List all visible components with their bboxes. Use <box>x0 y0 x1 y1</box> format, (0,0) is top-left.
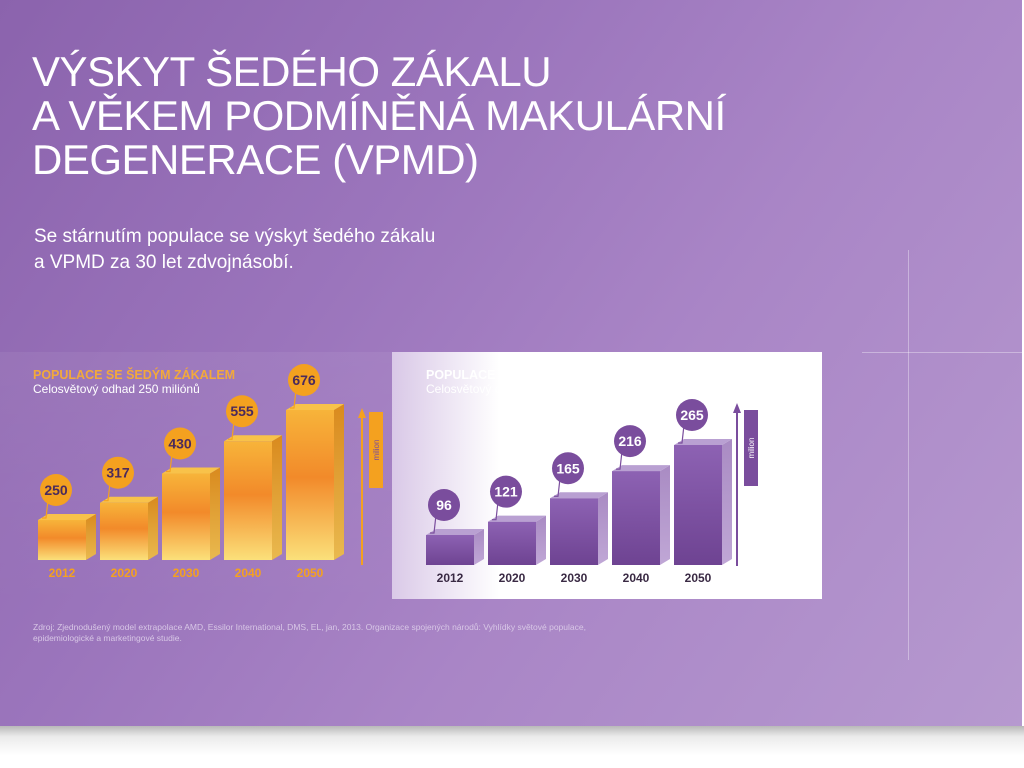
amd-bar-2012 <box>426 535 474 565</box>
amd-year-label-2030: 2030 <box>561 571 588 585</box>
amd-value-connector-2012 <box>430 514 437 534</box>
cataract-unit-label: milion <box>372 440 381 461</box>
cataract-bar-2020 <box>100 502 148 560</box>
amd-bar-top-2020 <box>488 515 546 522</box>
source-note: Zdroj: Zjednodušený model extrapolace AM… <box>33 622 653 644</box>
amd-year-label-2020: 2020 <box>499 571 526 585</box>
amd-bar-top-2012 <box>426 529 484 535</box>
amd-value-bubble-2040 <box>614 425 646 458</box>
amd-bar-side-2020 <box>536 515 546 565</box>
amd-value-connector-2040 <box>616 451 623 470</box>
amd-bar-side-2050 <box>722 439 732 565</box>
amd-bar-2020 <box>488 521 536 565</box>
cataract-axis-arrowhead <box>358 408 366 418</box>
amd-chart-subtitle: Celosvětový odhad 100 miliónů <box>426 382 593 396</box>
cataract-value-connector-2020 <box>104 482 111 502</box>
amd-value-bubble-2030 <box>552 452 584 485</box>
cataract-bar-2050 <box>286 410 334 560</box>
amd-value-connector-2020 <box>492 501 499 521</box>
source-line-2: epidemiologické a marketingové studie. <box>33 633 182 643</box>
cataract-value-label-2040: 555 <box>230 403 254 419</box>
page-subtitle: Se stárnutím populace se výskyt šedého z… <box>34 224 734 276</box>
amd-value-bubble-2012 <box>428 489 460 521</box>
cataract-bar-side-2030 <box>210 467 220 560</box>
cataract-chart-subtitle: Celosvětový odhad 250 miliónů <box>33 382 200 396</box>
cataract-value-connector-2012 <box>42 499 49 519</box>
cataract-bar-top-2040 <box>224 435 282 442</box>
cataract-value-connector-2040 <box>228 421 235 440</box>
cataract-value-bubble-2020 <box>102 456 134 489</box>
cataract-chart-title: POPULACE SE ŠEDÝM ZÁKALEM <box>33 368 236 382</box>
cataract-bar-side-2040 <box>272 435 282 560</box>
amd-value-bubble-2050 <box>676 399 708 431</box>
cataract-year-label-2012: 2012 <box>49 566 76 580</box>
cataract-bar-top-2030 <box>162 467 220 474</box>
amd-value-label-2040: 216 <box>618 433 642 449</box>
cataract-bar-2040 <box>224 441 272 560</box>
cataract-year-label-2020: 2020 <box>111 566 138 580</box>
amd-value-label-2050: 265 <box>680 407 704 423</box>
amd-year-label-2012: 2012 <box>437 571 464 585</box>
amd-chart-title: POPULACE S VPMD <box>426 368 547 382</box>
amd-axis-arrowhead <box>733 403 741 413</box>
cataract-bar-top-2012 <box>38 514 96 520</box>
cataract-bar-side-2020 <box>148 496 158 560</box>
cataract-value-bubble-2012 <box>40 474 72 506</box>
amd-value-connector-2050 <box>678 424 685 444</box>
cataract-value-connector-2030 <box>166 453 173 473</box>
amd-bar-top-2040 <box>612 465 670 472</box>
guide-line-vertical <box>908 250 909 660</box>
subtitle-line-1: Se stárnutím populace se výskyt šedého z… <box>34 226 436 247</box>
amd-bar-side-2030 <box>598 492 608 565</box>
amd-bar-2040 <box>612 471 660 565</box>
title-line-2: A VĚKEM PODMÍNĚNÁ MAKULÁRNÍ <box>32 92 726 139</box>
amd-year-label-2050: 2050 <box>685 571 712 585</box>
cataract-unit-box <box>369 412 383 488</box>
cataract-bar-side-2050 <box>334 404 344 560</box>
cataract-year-label-2050: 2050 <box>297 566 324 580</box>
cataract-value-label-2050: 676 <box>292 372 316 388</box>
amd-bar-top-2030 <box>550 492 608 499</box>
cataract-value-bubble-2040 <box>226 395 258 428</box>
bar-charts: milion 2012 250 2020 317 2030 430 2040 555 2050 67… <box>38 364 758 585</box>
amd-bar-top-2050 <box>674 439 732 445</box>
page-shadow <box>0 726 1024 768</box>
cataract-value-label-2030: 430 <box>168 436 192 452</box>
title-line-3: DEGENERACE (VPMD) <box>32 136 479 183</box>
cataract-bar-2030 <box>162 473 210 560</box>
page-title: VÝSKYT ŠEDÉHO ZÁKALU A VĚKEM PODMÍNĚNÁ M… <box>32 50 932 182</box>
title-line-1: VÝSKYT ŠEDÉHO ZÁKALU <box>32 48 552 95</box>
amd-value-label-2030: 165 <box>556 460 580 476</box>
cataract-year-label-2030: 2030 <box>173 566 200 580</box>
amd-unit-label: milion <box>747 438 756 459</box>
cataract-bar-side-2012 <box>86 514 96 560</box>
cataract-value-connector-2050 <box>290 389 297 409</box>
cataract-value-label-2020: 317 <box>106 465 130 481</box>
subtitle-line-2: a VPMD za 30 let zdvojnásobí. <box>34 252 294 273</box>
amd-bar-2050 <box>674 445 722 565</box>
amd-value-label-2012: 96 <box>436 497 452 513</box>
cataract-bar-top-2050 <box>286 404 344 410</box>
amd-value-bubble-2020 <box>490 475 522 508</box>
cataract-year-label-2040: 2040 <box>235 566 262 580</box>
amd-value-connector-2030 <box>554 478 561 497</box>
cataract-bar-top-2020 <box>100 496 158 503</box>
source-line-1: Zdroj: Zjednodušený model extrapolace AM… <box>33 622 586 632</box>
amd-year-label-2040: 2040 <box>623 571 650 585</box>
amd-bar-2030 <box>550 498 598 565</box>
cataract-bar-2012 <box>38 520 86 560</box>
amd-bar-side-2040 <box>660 465 670 565</box>
infographic-page: VÝSKYT ŠEDÉHO ZÁKALU A VĚKEM PODMÍNĚNÁ M… <box>0 0 1022 726</box>
guide-line-horizontal <box>862 352 1022 353</box>
amd-bar-side-2012 <box>474 529 484 565</box>
cataract-value-bubble-2030 <box>164 427 196 460</box>
amd-unit-box <box>744 410 758 486</box>
cataract-value-bubble-2050 <box>288 364 320 396</box>
cataract-value-label-2012: 250 <box>44 482 68 498</box>
amd-value-label-2020: 121 <box>494 484 518 500</box>
